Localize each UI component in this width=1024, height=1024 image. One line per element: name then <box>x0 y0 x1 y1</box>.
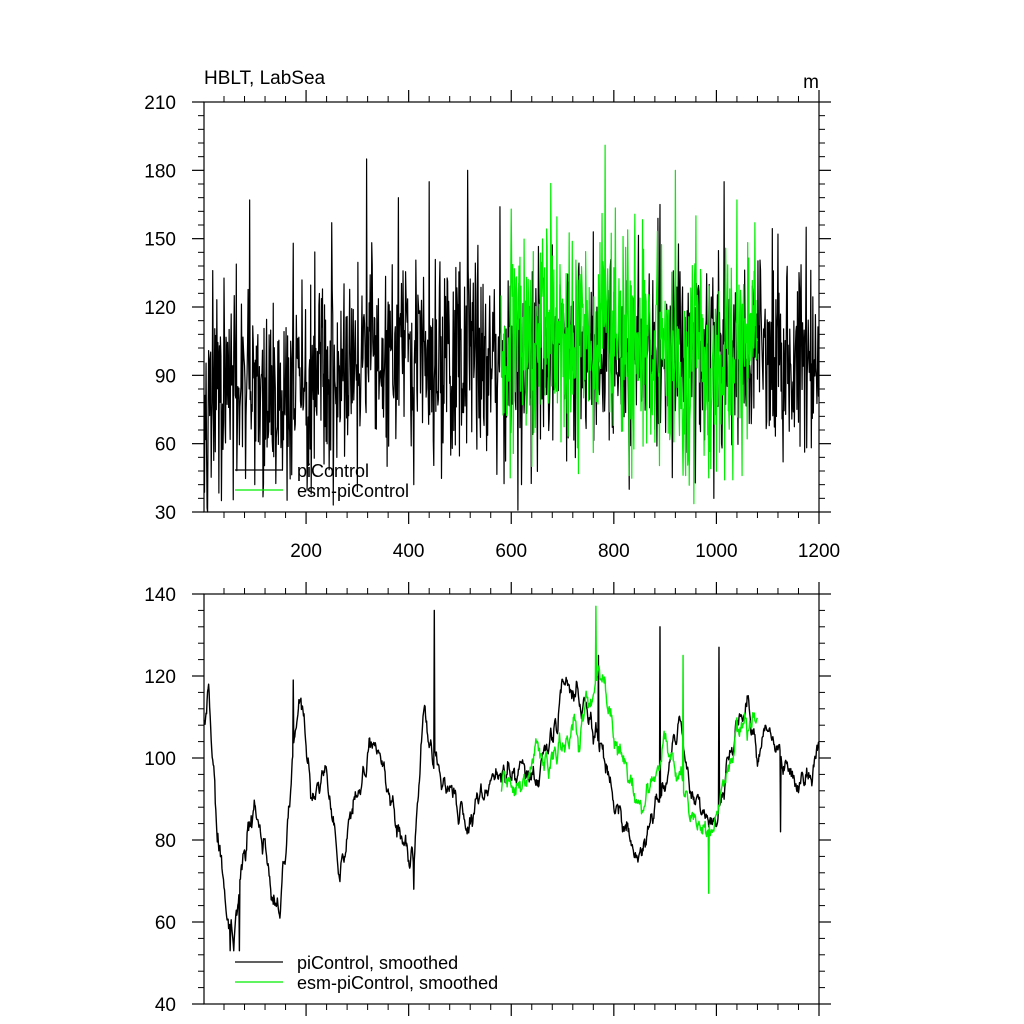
legend-label-esm-picontrol: esm-piControl <box>297 481 409 501</box>
x-tick-label: 400 <box>393 541 425 562</box>
plot-frame <box>203 593 820 1005</box>
x-tick-label: 200 <box>290 541 322 562</box>
chart-title-right: m <box>803 72 819 93</box>
y-tick-label: 120 <box>144 667 176 688</box>
top-plot-area: 30 60 90 120 150 180 210 200 400 600 800 1000 1200 <box>144 90 840 562</box>
x-tick-label: 1000 <box>695 541 737 562</box>
series-line-picontrol-smoothed <box>203 609 820 952</box>
x-tick-label: 1200 <box>798 541 840 562</box>
y-tick-label: 90 <box>155 366 176 387</box>
y-tick-label: 210 <box>144 93 176 114</box>
top-chart-panel: HBLT, LabSea m 30 60 90 120 150 180 210 200 400 6… <box>144 68 840 562</box>
bottom-plot-area: 40 60 80 100 120 140 <box>144 582 831 1016</box>
y-tick-label: 180 <box>144 161 176 182</box>
legend-label-picontrol: piControl <box>297 461 369 481</box>
y-tick-label: 30 <box>155 503 176 524</box>
legend-label-picontrol-smoothed: piControl, smoothed <box>297 953 458 973</box>
y-tick-label: 140 <box>144 585 176 606</box>
top-legend: piControl esm-piControl <box>235 461 409 501</box>
chart-title-left: HBLT, LabSea <box>204 68 326 89</box>
y-tick-label: 40 <box>155 995 176 1016</box>
series-line-esm-picontrol-smoothed <box>500 605 759 894</box>
x-tick-label: 800 <box>598 541 630 562</box>
y-tick-label: 120 <box>144 298 176 319</box>
y-tick-label: 60 <box>155 913 176 934</box>
y-tick-label: 150 <box>144 230 176 251</box>
legend-label-esm-picontrol-smoothed: esm-piControl, smoothed <box>297 973 498 993</box>
y-tick-label: 60 <box>155 435 176 456</box>
bottom-legend: piControl, smoothed esm-piControl, smoot… <box>235 953 498 993</box>
y-tick-label: 80 <box>155 831 176 852</box>
y-tick-label: 100 <box>144 749 176 770</box>
series-line-esm-picontrol <box>500 144 759 505</box>
bottom-chart-panel: 40 60 80 100 120 140 piControl, smoothed esm-… <box>144 582 831 1016</box>
x-tick-label: 600 <box>495 541 527 562</box>
